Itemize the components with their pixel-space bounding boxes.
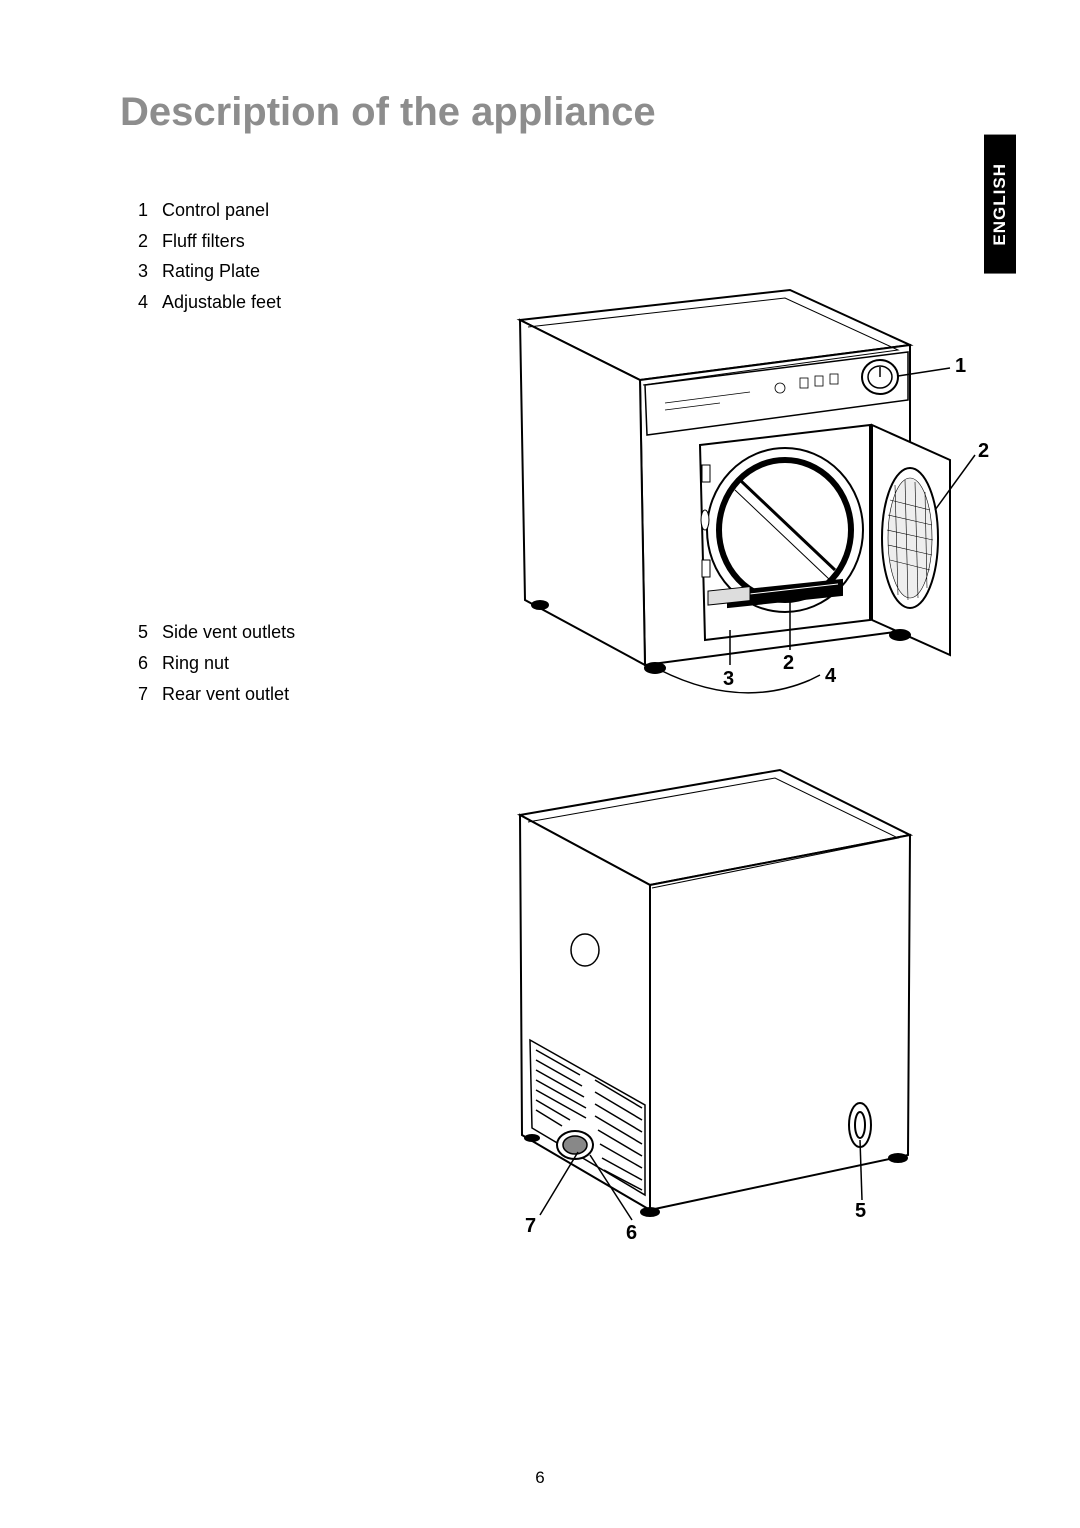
part-label: Side vent outlets (162, 617, 295, 648)
callout-3: 3 (723, 668, 734, 691)
part-number: 5 (130, 617, 148, 648)
callout-4: 4 (825, 665, 836, 688)
callout-7: 7 (525, 1215, 536, 1238)
list-item: 1 Control panel (130, 195, 1000, 226)
part-label: Control panel (162, 195, 269, 226)
page-title: Description of the appliance (120, 90, 1000, 135)
part-label: Fluff filters (162, 226, 245, 257)
part-label: Rear vent outlet (162, 679, 289, 710)
part-number: 7 (130, 679, 148, 710)
part-label: Ring nut (162, 648, 229, 679)
callout-5: 5 (855, 1200, 866, 1223)
callout-6: 6 (626, 1222, 637, 1245)
callout-2-drum: 2 (783, 652, 794, 675)
list-item: 2 Fluff filters (130, 226, 1000, 257)
appliance-back-diagram: 5 6 7 (450, 740, 970, 1280)
part-number: 6 (130, 648, 148, 679)
manual-page: Description of the appliance ENGLISH 1 C… (0, 0, 1080, 1528)
part-number: 1 (130, 195, 148, 226)
part-label: Rating Plate (162, 256, 260, 287)
page-number: 6 (0, 1468, 1080, 1488)
part-label: Adjustable feet (162, 287, 281, 318)
callout-2-door: 2 (978, 440, 989, 463)
part-number: 2 (130, 226, 148, 257)
part-number: 3 (130, 256, 148, 287)
callout-1: 1 (955, 355, 966, 378)
appliance-front-diagram: 1 2 2 3 4 (480, 260, 980, 720)
part-number: 4 (130, 287, 148, 318)
language-tab: ENGLISH (984, 135, 1016, 274)
